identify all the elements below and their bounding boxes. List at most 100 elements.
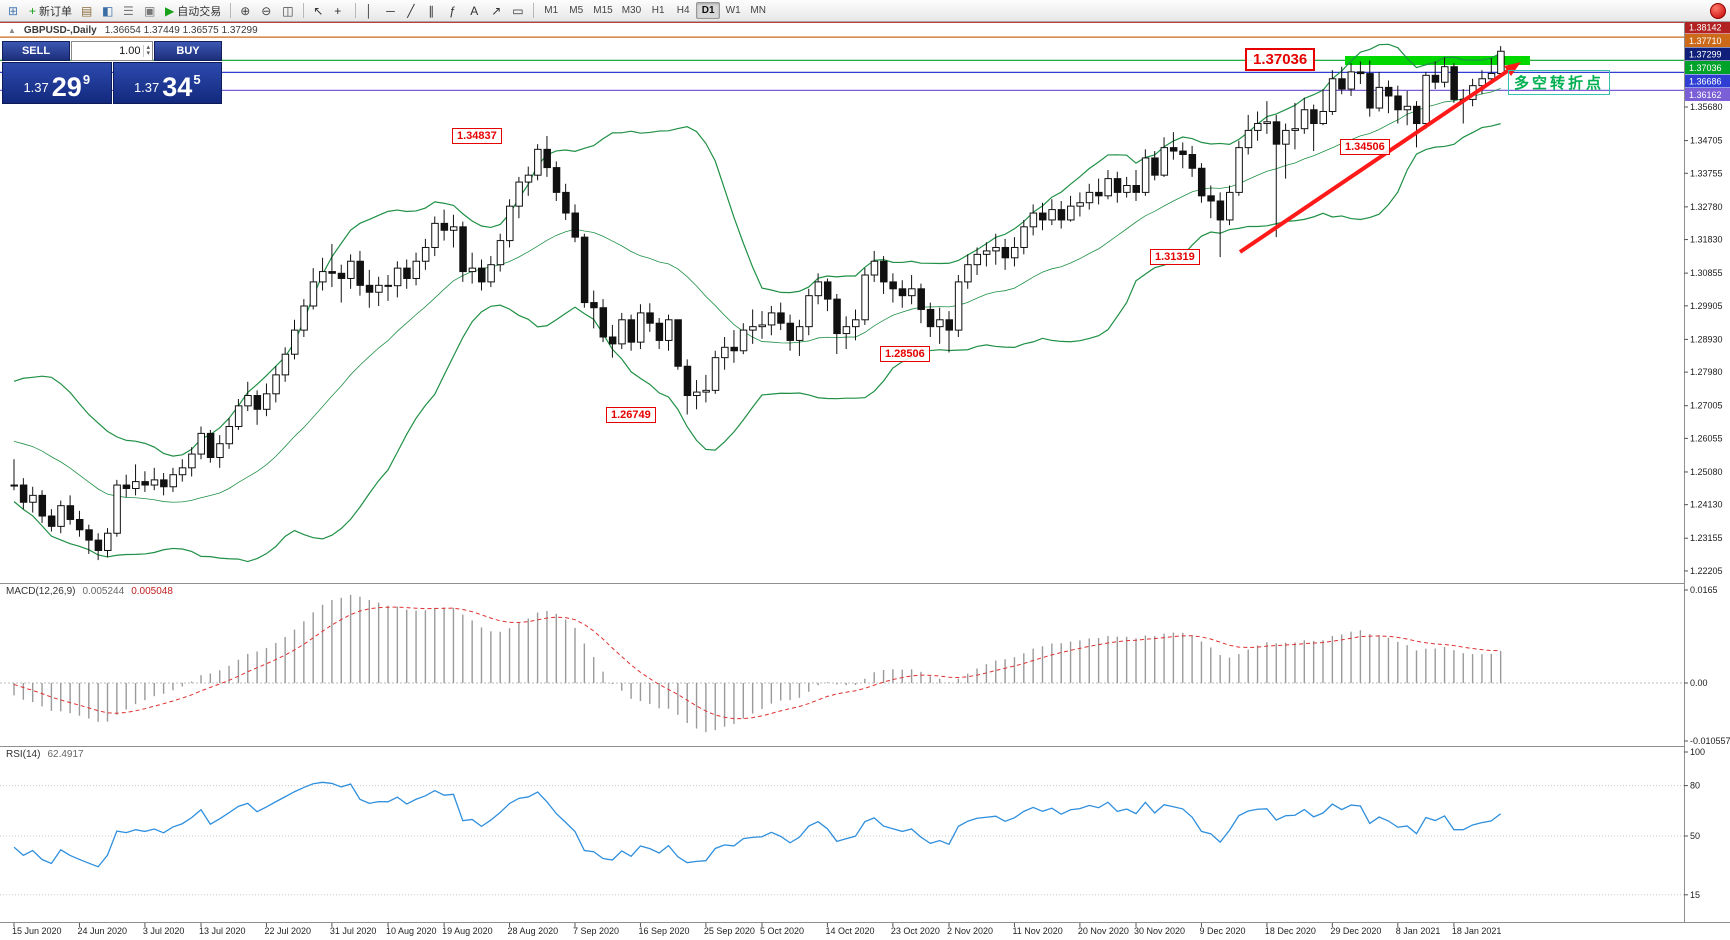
zoom-out-button[interactable]: ⊖: [257, 2, 277, 20]
tf-mn[interactable]: MN: [746, 2, 770, 19]
ask-price-display[interactable]: 1.37 34 5: [112, 62, 222, 104]
channel-button[interactable]: ∥: [424, 2, 444, 20]
fibonacci-button[interactable]: ƒ: [445, 2, 465, 20]
tile-windows-button[interactable]: ◫: [278, 2, 298, 20]
volume-down-icon[interactable]: ▾: [146, 50, 150, 57]
new-chart-button[interactable]: ⊞: [4, 2, 24, 20]
candle-body: [57, 505, 65, 527]
price-tag-label: 1.36686: [1689, 77, 1722, 87]
tf-w1[interactable]: W1: [721, 2, 745, 19]
date-label: 3 Jul 2020: [143, 926, 185, 936]
buy-button[interactable]: BUY: [154, 41, 222, 61]
text-button[interactable]: A: [466, 2, 486, 20]
price-annotation[interactable]: 1.26749: [606, 407, 656, 423]
turning-point-note[interactable]: 多空转折点: [1508, 70, 1611, 95]
cursor-button[interactable]: ↖: [309, 2, 329, 20]
rsi-scale-label: 100: [1690, 747, 1705, 757]
candle-body: [244, 395, 252, 407]
date-label: 30 Nov 2020: [1134, 926, 1185, 936]
candle-body: [739, 329, 748, 352]
candle-body: [85, 529, 93, 541]
candle-body: [337, 272, 346, 279]
candle-body: [1497, 50, 1505, 74]
candle-body: [132, 481, 140, 489]
new-chart-icon: ⊞: [8, 3, 19, 18]
tf-m15[interactable]: M15: [589, 2, 616, 19]
price-tag: [1685, 61, 1730, 74]
bid-big-figure: 1.37: [23, 80, 49, 95]
macd-signal-line: [13, 606, 1501, 720]
candle-body: [758, 324, 766, 328]
price-annotation[interactable]: 1.28506: [880, 346, 930, 362]
navigator-button[interactable]: ☰: [119, 2, 139, 20]
candle-body: [1216, 200, 1225, 221]
candle-body: [842, 326, 851, 335]
candle-body: [1487, 72, 1496, 80]
candle-body: [1067, 205, 1075, 221]
candle-body: [1001, 246, 1010, 259]
trend-arrow[interactable]: [1238, 68, 1511, 254]
candle-body: [665, 319, 673, 341]
tf-h1[interactable]: H1: [646, 2, 670, 19]
candle-body: [197, 432, 205, 455]
bid-price-display[interactable]: 1.37 29 9: [2, 62, 112, 104]
date-label: 22 Jul 2020: [264, 926, 311, 936]
price-annotation[interactable]: 1.31319: [1150, 249, 1200, 265]
chart-title: ▲ GBPUSD-,Daily 1.36654 1.37449 1.36575 …: [8, 25, 258, 36]
volume-stepper[interactable]: 1.00 ▴ ▾: [71, 41, 153, 61]
tf-h4[interactable]: H4: [671, 2, 695, 19]
tf-m30[interactable]: M30: [618, 2, 645, 19]
price-annotation[interactable]: 1.34837: [452, 128, 502, 144]
macd-pane: [0, 594, 1684, 733]
date-label: 10 Aug 2020: [386, 926, 437, 936]
tf-m5[interactable]: M5: [564, 2, 588, 19]
candle-body: [599, 307, 608, 338]
candle-body: [543, 148, 551, 169]
price-annotation[interactable]: 1.34506: [1340, 139, 1390, 155]
profiles-button[interactable]: ▤: [77, 2, 97, 20]
toolbar-separator: [355, 3, 357, 18]
macd-header: MACD(12,26,9) 0.005244 0.005048: [6, 586, 173, 597]
market-watch-button[interactable]: ◧: [98, 2, 118, 20]
price-annotation[interactable]: 1.37036: [1245, 48, 1316, 71]
autotrading-button[interactable]: ▶ 自动交易: [161, 2, 225, 20]
volume-value[interactable]: 1.00: [119, 45, 141, 57]
shapes-button[interactable]: ▭: [508, 2, 528, 20]
rsi-label: RSI(14): [6, 749, 41, 760]
new-order-button[interactable]: + 新订单: [25, 2, 76, 20]
terminal-button[interactable]: ▣: [140, 2, 160, 20]
rsi-scale-label: 15: [1690, 890, 1700, 900]
tf-d1[interactable]: D1: [696, 2, 721, 19]
trendline-button[interactable]: ╱: [403, 2, 423, 20]
candle-body: [1431, 74, 1440, 83]
candle-body: [365, 284, 374, 293]
crosshair-button[interactable]: +: [330, 2, 350, 20]
horizontal-line-button[interactable]: ─: [382, 2, 402, 20]
candle-body: [1422, 74, 1430, 125]
tf-m1[interactable]: M1: [539, 2, 563, 19]
candle-body: [150, 479, 159, 486]
candle-body: [1441, 66, 1449, 83]
candle-body: [552, 167, 561, 193]
candle-body: [917, 288, 925, 310]
candle-body: [1319, 110, 1327, 125]
time-axis[interactable]: 15 Jun 2020 24 Jun 2020 3 Jul 2020 13 Jul 2…: [12, 923, 1501, 936]
arrow-button[interactable]: ↗: [487, 2, 507, 20]
candle-body: [534, 148, 542, 176]
price-tick-label: 1.33755: [1690, 168, 1723, 178]
notifications-icon[interactable]: [1710, 3, 1726, 19]
zoom-in-button[interactable]: ⊕: [236, 2, 256, 20]
sell-button[interactable]: SELL: [2, 41, 70, 61]
resistance-zone[interactable]: [1345, 56, 1530, 65]
candle-body: [1076, 202, 1084, 207]
candle-body: [356, 260, 364, 286]
candle-body: [870, 260, 879, 276]
vertical-line-button[interactable]: │: [361, 2, 381, 20]
bollinger-middle: [13, 88, 1501, 503]
candle-body: [711, 357, 720, 391]
macd-scale-label: 0.00: [1690, 678, 1708, 688]
volume-up-icon[interactable]: ▴: [146, 44, 150, 51]
price-scale[interactable]: 1.35680 1.34705 1.33755 1.32780 1.31830 1.308…: [1684, 20, 1730, 576]
